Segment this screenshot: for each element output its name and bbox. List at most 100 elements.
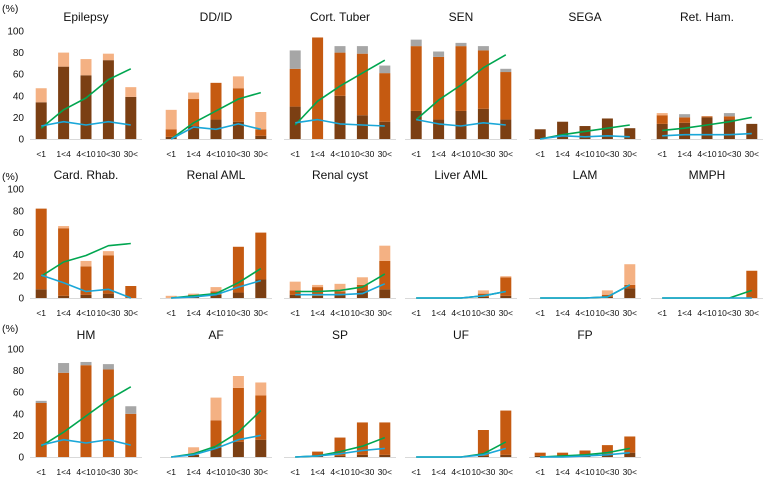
bar-dark-1 [679,122,691,139]
bar-dark-4 [125,96,137,139]
panel-title: Epilepsy [63,10,108,24]
x-tick-label: 10<30 [350,467,374,477]
bar-orange-4 [255,129,267,136]
bar-dark-0 [289,294,301,298]
x-tick-label: 30< [745,149,759,159]
x-tick-label: 4<10 [330,467,349,477]
bar-light-2 [80,260,92,267]
x-tick-label: 30< [124,467,138,477]
row-3-unit-label: (%) [2,323,18,335]
x-tick-label: <1 [411,467,421,477]
y-tick-label: 40 [13,409,25,420]
bar-dark-3 [232,292,244,298]
bar-light-3 [601,290,613,295]
bar-dark-2 [579,126,591,139]
bar-gray-1 [433,51,445,57]
bar-light-1 [188,293,200,295]
bar-dark-2 [80,294,92,298]
panel-title: Ret. Ham. [680,10,734,24]
x-tick-label: 4<10 [330,308,349,318]
panel-liver-aml: Liver AML <1 1<4 4<10 10<30 30< [405,168,517,318]
bar-orange-2 [334,437,346,456]
green-line [170,91,262,140]
panel-title: FP [577,328,592,342]
x-tick-label: 30< [378,149,392,159]
y-tick-label: 40 [13,250,25,261]
x-tick-label: <1 [166,149,176,159]
bar-orange-0 [165,129,177,137]
y-tick-label: 60 [13,70,25,81]
green-line [415,54,507,121]
x-tick-label: 1<4 [56,149,71,159]
green-line [40,386,132,447]
panel-title: DD/ID [200,10,233,24]
y-tick-label: 0 [18,453,24,464]
bar-dark-3 [232,441,244,457]
bar-light-0 [35,88,47,103]
bar-light-2 [80,59,92,76]
x-tick-label: 30< [623,308,637,318]
x-tick-label: 10<30 [717,308,741,318]
x-tick-label: <1 [290,308,300,318]
bar-orange-4 [500,277,512,296]
bar-dark-1 [188,454,200,457]
bar-light-1 [312,284,324,288]
blue-line [540,135,630,140]
bar-dark-4 [500,295,512,298]
bar-light-4 [255,382,267,396]
bar-dark-4 [379,289,391,298]
bar-orange-1 [679,117,691,123]
bar-light-2 [210,287,222,292]
bar-dark-1 [58,295,70,298]
panel-renal-aml: Renal AML <1 1<4 4<10 10<30 30< [160,168,272,318]
bar-orange-4 [379,73,391,122]
bar-orange-4 [624,436,636,453]
y-tick-label: 80 [13,206,25,217]
blue-line [40,274,132,299]
bar-dark-0 [165,136,177,139]
y-tick-label: 100 [7,345,24,356]
bar-orange-1 [557,452,569,456]
x-tick-label: 10<30 [471,149,495,159]
panel-uf: UF <1 1<4 4<10 10<30 30< [405,328,517,477]
green-line [662,116,752,132]
x-tick-label: 10<30 [96,149,120,159]
green-line [662,289,753,299]
bar-dark-1 [433,119,445,139]
panel-ret-ham: Ret. Ham. <1 1<4 4<10 10<30 30< [651,10,763,159]
panel-title: Liver AML [434,168,488,182]
bar-orange-2 [701,116,713,118]
green-line [40,242,131,277]
row-1-unit-label: (%) [2,3,18,15]
x-tick-label: 10<30 [350,308,374,318]
y-tick-label: 60 [13,388,25,399]
bar-orange-3 [232,246,244,293]
x-tick-label: 4<10 [575,149,594,159]
bar-gray-0 [289,50,301,69]
x-tick-label: 4<10 [76,308,95,318]
x-tick-label: 4<10 [451,467,470,477]
bar-gray-1 [58,363,70,373]
x-tick-label: <1 [36,149,46,159]
blue-line [416,118,506,127]
x-tick-label: 4<10 [575,308,594,318]
bar-light-0 [165,109,177,130]
bar-light-3 [232,376,244,388]
bar-dark-2 [334,455,346,457]
x-tick-label: 10<30 [96,467,120,477]
bar-orange-2 [579,450,591,455]
bar-light-2 [210,397,222,421]
x-tick-label: <1 [657,149,667,159]
bar-light-4 [125,87,137,97]
bar-gray-1 [679,114,691,118]
panel-fp: FP <1 1<4 4<10 10<30 30< [529,328,641,477]
x-tick-label: 4<10 [575,467,594,477]
bar-gray-0 [35,400,47,403]
green-line [295,273,386,293]
bar-orange-2 [455,46,467,111]
blue-line [295,447,385,458]
bar-light-2 [334,283,346,292]
blue-line [41,438,131,446]
bar-gray-2 [334,46,346,53]
panel-lam: LAM <1 1<4 4<10 10<30 30< [529,168,641,318]
